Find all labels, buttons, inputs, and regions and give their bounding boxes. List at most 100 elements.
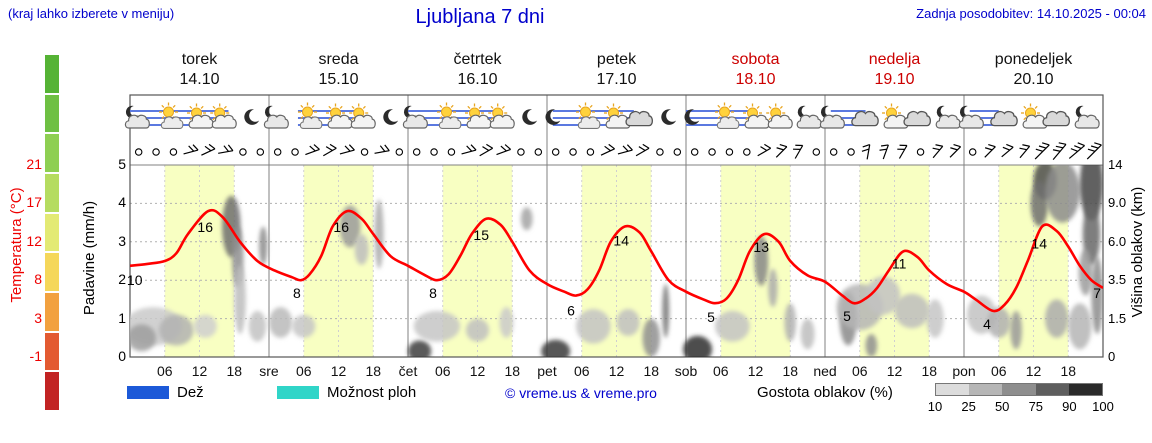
wind-barb-icon (600, 143, 615, 156)
x-label: 12 (886, 363, 903, 379)
density-tick: 50 (994, 399, 1010, 414)
wind-calm-icon (239, 148, 247, 156)
wind-barb-icon (339, 144, 355, 155)
precip-tick: 4 (118, 194, 126, 211)
temperature-value-label: 14 (1031, 235, 1047, 251)
density-segment (1068, 384, 1103, 395)
height-tick: 9.0 (1108, 195, 1127, 211)
menu-strip-item[interactable] (45, 213, 59, 252)
wind-calm-icon (291, 148, 299, 156)
wind-barb-icon (461, 144, 477, 155)
day-date: 17.10 (596, 71, 637, 88)
rain-swatch (127, 386, 169, 399)
wind-calm-icon (812, 148, 821, 156)
temp-tick: 8 (34, 271, 42, 288)
wind-calm-icon (743, 148, 751, 156)
cloud-icon (625, 110, 654, 127)
fog-sun-icon (715, 102, 740, 129)
moon-icon (545, 109, 561, 125)
rain-label: Dež (177, 384, 204, 401)
temp-tick: 21 (26, 156, 42, 172)
x-label: sob (674, 363, 698, 379)
moon-cloud-icon (958, 105, 984, 129)
height-tick: 3.5 (1108, 272, 1127, 288)
day-date: 18.10 (735, 71, 776, 88)
wind-calm-icon (847, 148, 855, 156)
last-update: Zadnja posodobitev: 14.10.2025 - 00:04 (916, 6, 1146, 21)
day-date: 15.10 (318, 71, 359, 88)
menu-strip-item[interactable] (45, 134, 59, 173)
temperature-value-label: 8 (429, 285, 437, 301)
day-name: sreda (318, 51, 359, 68)
wind-calm-icon (152, 148, 160, 156)
density-tick: 90 (1062, 399, 1077, 414)
wind-barb-icon (932, 144, 944, 159)
wind-calm-icon (447, 148, 456, 156)
day-date: 16.10 (457, 71, 498, 88)
wind-barb-icon (1001, 143, 1014, 158)
wind-calm-icon (256, 148, 265, 156)
x-label: sre (259, 363, 279, 379)
x-label: 18 (504, 363, 521, 379)
sun-cloud-icon (1021, 103, 1048, 129)
precip-tick: 5 (118, 156, 126, 172)
temperature-value-label: 16 (197, 219, 213, 235)
sun-cloud-icon (326, 103, 353, 129)
fog-sun-icon (298, 102, 323, 129)
wind-barb-icon (635, 143, 650, 157)
wind-barb-icon (861, 144, 871, 160)
x-label: 12 (191, 363, 208, 379)
density-segment (969, 384, 1003, 395)
menu-strip-item[interactable] (45, 293, 59, 331)
x-label: 06 (573, 363, 590, 379)
height-tick: 0 (1108, 349, 1116, 364)
x-label: 06 (295, 363, 312, 379)
menu-strip-item[interactable] (45, 372, 59, 411)
menu-strip[interactable] (45, 55, 59, 411)
wind-calm-icon (430, 148, 438, 156)
x-label: ned (813, 363, 837, 379)
menu-strip-item[interactable] (45, 174, 59, 212)
sun-cloud-icon (210, 103, 237, 129)
temperature-value-label: 6 (567, 303, 575, 319)
menu-strip-item[interactable] (45, 94, 59, 133)
precip-tick: 3 (118, 232, 126, 249)
temperature-value-label: 15 (473, 227, 489, 243)
x-label: 18 (226, 363, 243, 379)
x-label: 12 (1025, 363, 1042, 379)
x-label: čet (398, 363, 418, 379)
wind-calm-icon (829, 148, 838, 156)
x-label: 18 (921, 363, 938, 379)
moon-icon (684, 109, 700, 125)
sun-cloud-icon (766, 103, 793, 129)
density-tick: 100 (1092, 399, 1114, 414)
density-segment (1035, 384, 1069, 395)
menu-strip-item[interactable] (45, 332, 59, 371)
temp-tick: 3 (34, 309, 42, 326)
moon-cloud-icon (819, 105, 845, 129)
temperature-curve (130, 208, 1103, 313)
wind-calm-icon (916, 148, 925, 156)
sun-cloud-icon (604, 103, 631, 129)
fog-sun-icon (437, 102, 462, 129)
x-label: 18 (1060, 363, 1077, 379)
day-header-četrtek: četrtek 16.10 (453, 50, 501, 90)
menu-strip-item[interactable] (45, 253, 59, 292)
wind-barb-icon (479, 143, 493, 157)
day-date: 19.10 (874, 71, 915, 88)
copyright-link[interactable]: © vreme.us & vreme.pro (505, 385, 657, 401)
menu-strip-item[interactable] (45, 55, 59, 93)
wind-barb-icon (201, 143, 216, 156)
wind-calm-icon (517, 148, 525, 156)
wind-barb-icon (793, 144, 804, 159)
cloud-icon (903, 110, 932, 127)
fog-sun-icon (576, 102, 601, 129)
x-label: 12 (330, 363, 347, 379)
wind-barb-icon (323, 143, 337, 157)
wind-barb-icon (949, 144, 962, 158)
day-header-nedelja: nedelja 19.10 (869, 50, 921, 90)
moon-cloud-icon (796, 105, 822, 129)
wind-barb-icon (984, 144, 996, 158)
cloud-icon (990, 110, 1018, 127)
